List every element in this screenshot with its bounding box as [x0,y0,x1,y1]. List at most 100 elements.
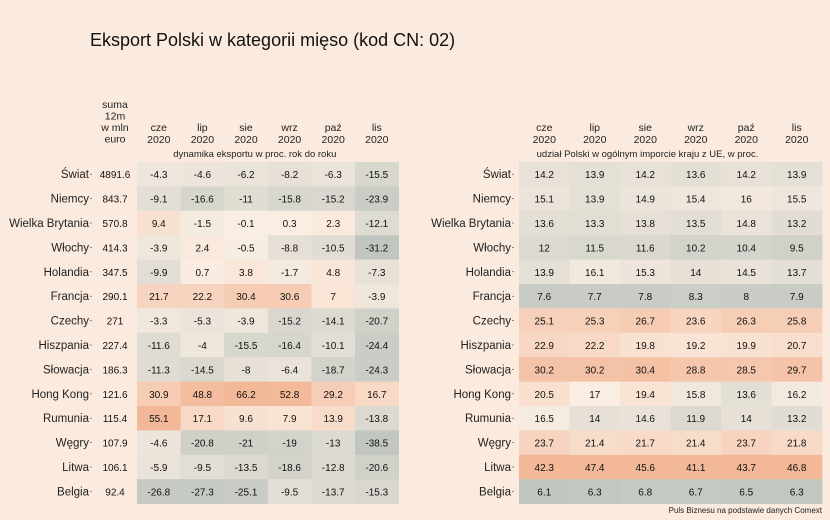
cell-value: -19 [282,439,297,450]
cell-value: 10.2 [686,243,706,254]
heatmap-cell [519,308,570,334]
cell-value: 15.4 [686,195,706,206]
cell-value: 13.9 [535,268,555,279]
heatmap-cell [355,186,399,212]
cell-value: -16.6 [191,195,214,206]
cell-value: 13.9 [585,170,605,181]
cell-value: 42.3 [535,463,555,474]
cell-value: 16.5 [535,414,555,425]
cell-value: 14 [741,414,753,425]
cell-value: 28.8 [686,365,706,376]
cell-value: 29.7 [787,365,807,376]
heatmap-cell [569,332,621,358]
cell-value: 23.6 [686,317,706,328]
heatmap-cell [670,210,722,236]
heatmap-cell [721,430,772,456]
heatmap-cell [267,186,312,212]
heatmap-cell [670,479,722,504]
cell-value: 9.6 [239,414,253,425]
cell-value: 13.9 [323,414,343,425]
cell-value: 7.8 [638,292,652,303]
cell-value: -8 [242,365,251,376]
heatmap-cell [137,259,181,285]
cell-value: -0.5 [237,243,255,254]
heatmap-cell [771,332,823,358]
cell-value: -27.3 [191,487,214,498]
cell-value: -23.9 [365,195,388,206]
heatmap-cell [355,259,399,285]
heatmap-cell [721,479,772,504]
heatmap-cell [224,406,269,431]
sum-value: 347.5 [102,268,127,279]
cell-value: 0.3 [283,219,297,230]
heatmap-cell [771,430,823,456]
sum-value: 92.4 [105,487,125,498]
cell-value: 26.3 [737,317,757,328]
cell-value: -6.2 [237,170,255,181]
heatmap-cell [620,479,671,504]
month-label: cze [536,122,553,134]
heatmap-cell [519,186,570,212]
heatmap-cell [267,308,312,334]
heatmap-cell [224,210,269,236]
heatmap-cell [355,332,399,358]
year-label: 2020 [735,134,759,146]
heatmap-cell [620,381,671,407]
heatmap-cell [267,284,312,309]
heatmap-cell [137,235,181,260]
cell-value: 0.7 [195,268,209,279]
cell-value: 21.7 [636,439,656,450]
cell-value: 13.6 [535,219,555,230]
heatmap-cell [519,454,570,480]
cell-value: 19.4 [636,390,656,401]
cell-value: 2.3 [326,219,340,230]
heatmap-cell [311,454,356,480]
cell-value: 30.6 [280,292,300,303]
heatmap-cell [355,479,399,504]
cell-value: -3.9 [150,243,168,254]
heatmap-cell [180,210,225,236]
cell-value: 8.3 [689,292,703,303]
cell-value: -10.5 [322,243,345,254]
heatmap-cell [569,259,621,285]
cell-value: 55.1 [149,414,169,425]
cell-value: 6.7 [689,487,703,498]
cell-value: 16 [741,195,753,206]
heatmap-cell [620,259,671,285]
sum-value: 107.9 [102,439,127,450]
heatmap-cell [224,284,269,309]
heatmap-cell [670,430,722,456]
cell-value: -20.8 [191,439,214,450]
cell-value: 7 [330,292,336,303]
cell-value: 25.3 [585,317,605,328]
row-label: Wielka Brytania [431,218,511,230]
row-label: Belgia [57,486,90,498]
cell-value: -4.6 [150,439,168,450]
cell-value: -15.5 [235,341,258,352]
cell-value: -11.3 [148,365,170,376]
year-label: 2020 [533,134,557,146]
heatmap-cell [180,186,225,212]
heatmap-cell [311,284,356,309]
heatmap-cell [569,186,621,212]
month-label: paź [738,122,755,134]
row-label: Hiszpania [461,340,512,352]
heatmap-cell [267,454,312,480]
source-note: Puls Biznesu na podstawie danych Comext [668,506,822,515]
heatmap-cell [670,454,722,480]
cell-value: 6.3 [588,487,602,498]
heatmap-cell [620,454,671,480]
heatmap-cell [721,357,772,382]
sum-value: 227.4 [102,341,127,352]
heatmap-cell [267,479,312,504]
cell-value: 30.4 [636,365,656,376]
heatmap-cell [355,381,399,407]
heatmap-cell [224,162,269,187]
cell-value: 21.4 [686,439,706,450]
heatmap-cell [311,162,356,187]
heatmap-cell [721,259,772,285]
heatmap-cell [267,332,312,358]
cell-value: 9.5 [790,243,804,254]
heatmap-cell [224,454,269,480]
cell-value: 17.1 [193,414,213,425]
